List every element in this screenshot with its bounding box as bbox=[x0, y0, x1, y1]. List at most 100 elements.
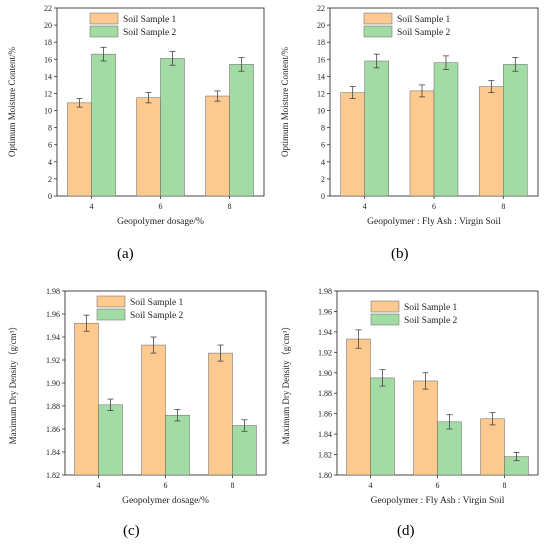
y-tick-label: 6 bbox=[48, 141, 52, 150]
y-tick-label: 4 bbox=[321, 158, 325, 167]
y-axis-title: Maximum Dry Density（g/cm³） bbox=[281, 322, 291, 445]
bar-1 bbox=[74, 322, 99, 476]
y-tick-label: 4 bbox=[48, 158, 52, 167]
bar-1 bbox=[208, 352, 233, 476]
y-tick-label: 1.98 bbox=[318, 287, 332, 296]
y-tick-label: 1.94 bbox=[318, 328, 332, 337]
y-tick-label: 1.90 bbox=[46, 379, 60, 388]
y-tick-label: 22 bbox=[44, 4, 52, 13]
y-tick-label: 1.96 bbox=[318, 307, 332, 316]
y-tick-label: 1.92 bbox=[46, 356, 60, 365]
y-tick-label: 12 bbox=[44, 89, 52, 98]
bar-1 bbox=[480, 418, 505, 476]
y-tick-label: 1.82 bbox=[46, 471, 60, 480]
y-tick-label: 18 bbox=[317, 38, 325, 47]
bar-2 bbox=[364, 60, 389, 197]
legend-label-1: Soil Sample 1 bbox=[397, 15, 451, 25]
panel-label-a: (a) bbox=[117, 246, 134, 262]
y-tick-label: 16 bbox=[317, 55, 325, 64]
x-tick-label: 8 bbox=[228, 202, 232, 211]
bar-1 bbox=[67, 102, 92, 197]
y-tick-label: 1.86 bbox=[318, 410, 332, 419]
x-tick-label: 4 bbox=[97, 481, 101, 490]
legend-swatch-2 bbox=[363, 25, 393, 38]
bar-2 bbox=[91, 53, 116, 197]
legend-label-1: Soil Sample 1 bbox=[404, 303, 458, 313]
y-tick-label: 22 bbox=[317, 4, 325, 13]
y-tick-label: 1.88 bbox=[318, 389, 332, 398]
bar-2 bbox=[229, 64, 254, 197]
legend-label-1: Soil Sample 1 bbox=[123, 15, 177, 25]
x-tick-label: 4 bbox=[363, 202, 367, 211]
x-tick-label: 8 bbox=[503, 481, 507, 490]
bar-1 bbox=[409, 90, 435, 197]
legend-label-2: Soil Sample 2 bbox=[123, 28, 177, 38]
y-tick-label: 12 bbox=[317, 89, 325, 98]
y-tick-label: 18 bbox=[44, 38, 52, 47]
x-axis-title: Geopolymer dosage/% bbox=[117, 217, 204, 227]
y-tick-label: 8 bbox=[321, 124, 325, 133]
panel-label-d: (d) bbox=[397, 523, 415, 539]
bar-2 bbox=[165, 414, 190, 476]
bar-2 bbox=[433, 62, 459, 197]
y-tick-label: 1.84 bbox=[318, 430, 332, 439]
y-tick-label: 10 bbox=[44, 107, 52, 116]
x-tick-label: 4 bbox=[90, 202, 94, 211]
bar-1 bbox=[413, 380, 438, 476]
y-axis-title: Optimum Moisture Content/% bbox=[7, 47, 17, 157]
panel-label-c: (c) bbox=[123, 523, 140, 539]
bar-1 bbox=[479, 86, 504, 197]
chart-panel-4: 1.80 1.82 1.84 1.86 1.88 1.90 1.92 1.94 1.96 1.98… bbox=[281, 287, 539, 506]
y-tick-label: 2 bbox=[48, 175, 52, 184]
x-tick-label: 6 bbox=[436, 481, 440, 490]
bar-1 bbox=[136, 97, 161, 197]
y-tick-label: 20 bbox=[44, 21, 52, 30]
y-tick-label: 0 bbox=[48, 192, 52, 201]
legend-label-1: Soil Sample 1 bbox=[130, 298, 184, 308]
chart-panel-3: 1.82 1.84 1.86 1.88 1.90 1.92 1.94 1.96 1.98 Maxi… bbox=[8, 287, 267, 506]
y-tick-label: 1.84 bbox=[46, 448, 60, 457]
panel-label-b: (b) bbox=[391, 246, 409, 262]
y-tick-label: 1.96 bbox=[46, 310, 60, 319]
x-axis-title: Geopolymer dosage/% bbox=[122, 496, 209, 506]
y-tick-label: 8 bbox=[48, 124, 52, 133]
bar-2 bbox=[370, 377, 395, 476]
bar-2 bbox=[160, 58, 185, 197]
bar-2 bbox=[503, 64, 528, 197]
bar-1 bbox=[346, 338, 371, 476]
bar-1 bbox=[141, 344, 166, 476]
y-tick-label: 1.90 bbox=[318, 369, 332, 378]
y-tick-label: 20 bbox=[317, 21, 325, 30]
y-tick-label: 14 bbox=[44, 72, 52, 81]
y-tick-label: 14 bbox=[317, 72, 325, 81]
bar-2 bbox=[232, 425, 257, 476]
legend-swatch-1 bbox=[96, 295, 126, 308]
y-tick-label: 1.86 bbox=[46, 425, 60, 434]
x-tick-label: 6 bbox=[432, 202, 436, 211]
x-axis-title: Geopolymer : Fly Ash : Virgin Soil bbox=[367, 217, 501, 227]
x-tick-label: 8 bbox=[231, 481, 235, 490]
y-tick-label: 2 bbox=[321, 175, 325, 184]
legend-swatch-2 bbox=[96, 308, 126, 321]
y-tick-label: 16 bbox=[44, 55, 52, 64]
bar-2 bbox=[98, 404, 123, 476]
bar-2 bbox=[437, 421, 462, 476]
y-tick-label: 1.82 bbox=[318, 451, 332, 460]
x-tick-label: 6 bbox=[164, 481, 168, 490]
y-axis-title: Maximum Dry Density（g/cm³） bbox=[8, 322, 18, 445]
bar-1 bbox=[340, 92, 365, 197]
legend-swatch-2 bbox=[89, 25, 119, 38]
y-tick-label: 0 bbox=[321, 192, 325, 201]
x-tick-label: 8 bbox=[501, 202, 505, 211]
y-tick-label: 1.94 bbox=[46, 333, 60, 342]
bar-1 bbox=[205, 95, 230, 197]
y-tick-label: 6 bbox=[321, 141, 325, 150]
legend-label-2: Soil Sample 2 bbox=[397, 28, 451, 38]
chart-panel-1: 0 2 4 6 8 10 12 14 16 18 20 22 Optimum Moisture Cont… bbox=[7, 4, 265, 227]
y-tick-label: 1.98 bbox=[46, 287, 60, 296]
x-axis-title: Geopolymer : Fly Ash : Virgin Soil bbox=[371, 496, 505, 506]
y-tick-label: 1.80 bbox=[318, 471, 332, 480]
y-tick-label: 1.92 bbox=[318, 348, 332, 357]
legend-label-2: Soil Sample 2 bbox=[130, 311, 184, 321]
